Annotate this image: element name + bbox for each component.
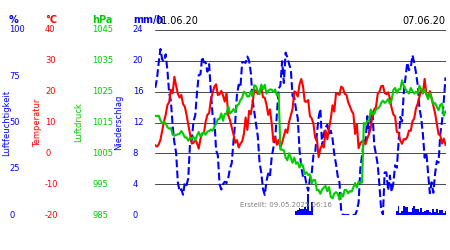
Text: 995: 995 [92,180,108,189]
Text: Temperatur: Temperatur [33,98,42,147]
Text: Luftdruck: Luftdruck [74,102,83,142]
Bar [295,210,297,215]
Text: 30: 30 [45,56,56,65]
Bar [304,207,306,215]
Text: 12: 12 [133,118,143,127]
Text: 985: 985 [92,210,108,220]
Bar [412,208,414,215]
Bar [414,206,415,215]
Text: Luftfeuchtigkeit: Luftfeuchtigkeit [2,90,11,156]
Bar [309,211,311,215]
Text: hPa: hPa [92,15,112,25]
Bar [410,212,412,215]
Bar [400,213,401,215]
Bar [432,209,434,215]
Text: 25: 25 [9,164,19,173]
Bar [415,209,417,215]
Text: %: % [9,15,19,25]
Bar [436,209,438,215]
Bar [431,213,432,215]
Bar [396,210,398,215]
Text: 0: 0 [133,210,138,220]
Text: 16: 16 [133,87,144,96]
Bar [420,208,422,215]
Text: -10: -10 [45,180,58,189]
Bar [441,210,443,215]
Bar [426,210,427,215]
Bar [401,210,403,215]
Text: -20: -20 [45,210,58,220]
Text: 40: 40 [45,26,55,35]
Text: 1015: 1015 [92,118,113,127]
Bar [302,209,304,215]
Text: 01.06.20: 01.06.20 [155,16,198,26]
Bar [408,212,410,215]
Bar [443,214,445,215]
Bar [417,209,419,215]
Text: °C: °C [45,15,57,25]
Text: 07.06.20: 07.06.20 [402,16,446,26]
Text: 20: 20 [45,87,55,96]
Bar [422,212,424,215]
Text: Erstellt: 09.05.2025 06:16: Erstellt: 09.05.2025 06:16 [240,202,332,207]
Bar [307,194,309,215]
Bar [403,206,405,215]
Bar [427,210,429,215]
Text: 1005: 1005 [92,149,113,158]
Bar [439,210,441,215]
Bar [405,207,406,215]
Bar [445,211,446,215]
Text: 1045: 1045 [92,26,113,35]
Text: 100: 100 [9,26,25,35]
Bar [311,202,313,215]
Text: 1035: 1035 [92,56,113,65]
Text: 4: 4 [133,180,138,189]
Bar [299,208,300,215]
Text: 8: 8 [133,149,138,158]
Bar [297,210,299,215]
Text: 50: 50 [9,118,19,127]
Bar [434,212,436,215]
Text: 20: 20 [133,56,143,65]
Text: mm/h: mm/h [133,15,163,25]
Bar [438,212,439,215]
Text: 24: 24 [133,26,143,35]
Text: 75: 75 [9,72,20,81]
Text: 10: 10 [45,118,55,127]
Bar [406,207,408,215]
Text: 0: 0 [45,149,50,158]
Text: 1025: 1025 [92,87,113,96]
Text: 0: 0 [9,210,14,220]
Text: Niederschlag: Niederschlag [114,95,123,150]
Bar [306,209,307,215]
Bar [301,209,302,215]
Bar [398,206,400,215]
Bar [429,212,431,215]
Bar [418,212,420,215]
Bar [424,211,426,215]
